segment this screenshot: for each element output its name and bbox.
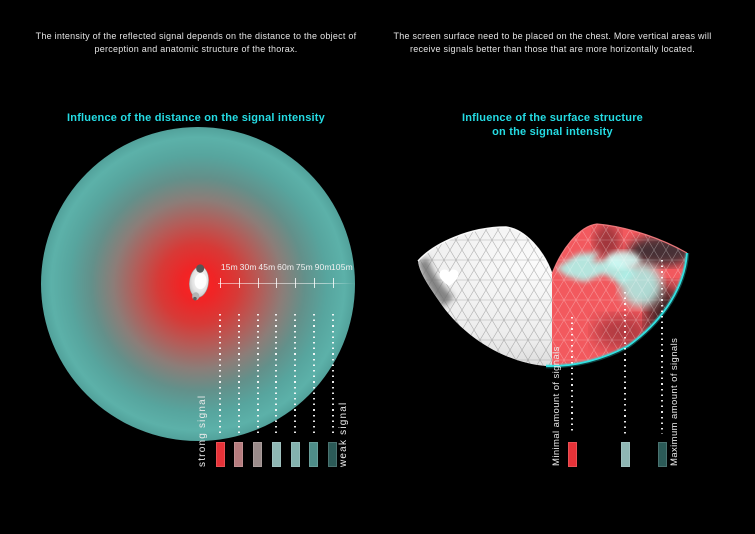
distance-label: 30m [239, 262, 257, 272]
distance-label: 75m [295, 262, 313, 272]
intensity-swatch [253, 442, 262, 467]
dotted-drop-line [312, 314, 315, 434]
dotted-drop-line [661, 260, 663, 434]
distance-label: 15m [220, 262, 238, 272]
ruler-tick [332, 278, 334, 288]
ruler-tick [276, 278, 278, 288]
ruler-axis-line [218, 283, 355, 284]
signal-amount-swatch [657, 442, 667, 467]
dotted-drop-line [294, 314, 296, 434]
ruler-tick [295, 278, 296, 288]
right-intro-text: The screen surface need to be placed on … [385, 30, 720, 55]
ruler-tick [220, 278, 221, 288]
text-line: receive signals better than those that a… [410, 43, 695, 54]
intensity-swatch [309, 442, 319, 467]
distance-label: 105m [330, 262, 353, 272]
text-line: perception and anatomic structure of the… [94, 43, 298, 54]
left-fold-shadow [418, 257, 454, 307]
sensor-top-notch [196, 264, 205, 273]
dotted-drop-line [237, 314, 240, 434]
weak-signal-label: weak signal [338, 401, 349, 467]
dotted-drop-line [256, 314, 259, 434]
left-panel-title-text: Influence of the distance on the signal … [67, 112, 325, 124]
distance-label: 45m [258, 262, 276, 272]
distance-label: 60m [277, 262, 295, 272]
red-rim-edge [551, 223, 688, 275]
dotted-drop-line [275, 314, 278, 434]
intensity-swatch [234, 442, 244, 467]
sensor-bottom-dot [193, 296, 197, 301]
ruler-tick [238, 278, 240, 288]
sensor-object-icon [189, 264, 209, 301]
fold-highlight-heart [439, 269, 459, 286]
text-line: The screen surface need to be placed on … [393, 31, 712, 41]
text-line: Influence of the surface structure [461, 112, 643, 124]
left-panel-title: Influence of the distance on the signal … [20, 112, 372, 126]
right-panel-title: Influence of the surface structure on the… [385, 112, 720, 139]
intensity-swatch [215, 442, 225, 467]
mesh-grid-red-half [552, 224, 687, 367]
sensor-highlight [194, 273, 207, 290]
signal-amount-swatch [567, 442, 577, 467]
signal-amount-swatch [620, 442, 630, 467]
intensity-swatch [328, 442, 337, 467]
minimal-signals-label: Minimal amount of signals [551, 346, 562, 466]
ruler-tick [313, 278, 315, 288]
maximum-signals-label: Maximum amount of signals [669, 337, 680, 466]
dotted-drop-line [624, 292, 626, 434]
text-line: on the signal intensity [492, 125, 613, 138]
left-intro-text: The intensity of the reflected signal de… [20, 30, 372, 55]
mesh-grid-white-half [418, 224, 552, 367]
text-line: The intensity of the reflected signal de… [35, 31, 357, 41]
dotted-drop-line [331, 314, 334, 434]
cyan-edge-outline [545, 252, 688, 367]
dotted-drop-line [219, 314, 221, 434]
dotted-drop-line [571, 317, 573, 434]
intensity-swatch [290, 442, 300, 467]
ruler-tick [257, 278, 259, 288]
intensity-swatch [271, 442, 281, 467]
distance-label: 90m [314, 262, 332, 272]
strong-signal-label: strong signal [197, 394, 208, 467]
chest-surface-illustration [417, 223, 690, 369]
white-rim-edge [417, 226, 553, 275]
